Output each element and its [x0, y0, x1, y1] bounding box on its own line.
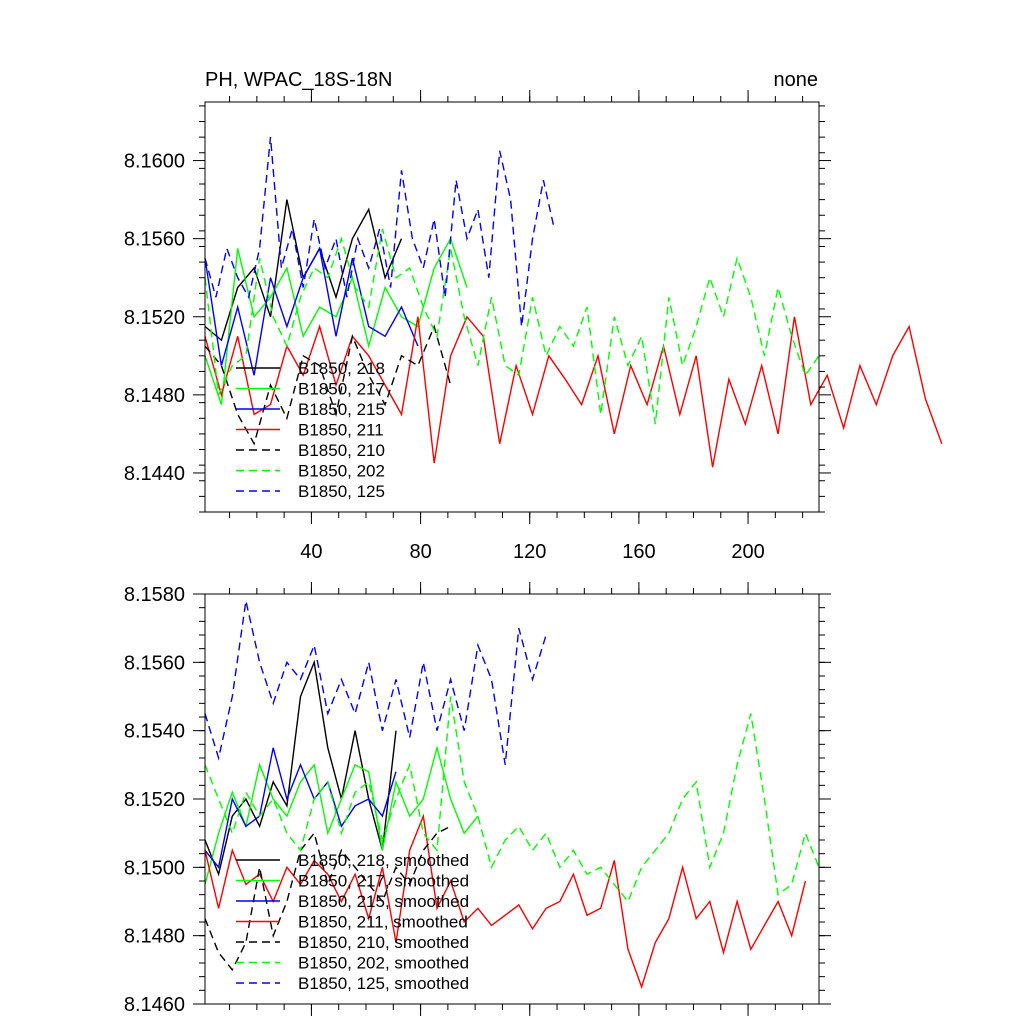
series-line-dashed-125 [204, 600, 547, 765]
x-tick-label: 40 [300, 541, 322, 563]
series-line-solid-215 [204, 246, 419, 376]
y-tick-label: 8.1520 [124, 789, 185, 811]
bottom-panel: 8.1460 8.1480 8.1500 8.1520 8.1540 8.1560 8.15… [124, 582, 831, 1016]
y-tick-label: 8.1580 [124, 584, 185, 606]
x-tick-label: 200 [731, 541, 764, 563]
legend-label: B1850, 202, smoothed [298, 954, 469, 973]
legend-label: B1850, 125 [298, 482, 385, 501]
x-tick-label: 80 [409, 541, 431, 563]
series-line-solid-211 [204, 813, 807, 990]
series-line-solid-218 [204, 659, 397, 877]
y-tick-label: 8.1440 [124, 463, 185, 485]
legend-label: B1850, 218 [298, 359, 385, 378]
top-title-left: PH, WPAC_18S-18N [205, 69, 392, 91]
x-tick-label: 120 [513, 541, 546, 563]
y-tick-label: 8.1520 [124, 307, 185, 329]
y-tick-label: 8.1560 [124, 652, 185, 674]
series-line-solid-217 [204, 745, 479, 885]
legend-label: B1850, 215, smoothed [298, 892, 469, 911]
top-title-right: none [774, 69, 819, 91]
series-line-dashed-125 [204, 137, 555, 327]
legend-label: B1850, 218, smoothed [298, 851, 469, 870]
y-tick-label: 8.1480 [124, 926, 185, 948]
legend-label: B1850, 211, smoothed [298, 913, 468, 932]
bottom-legend: B1850, 218, smoothed B1850, 217, smoothed… [236, 851, 469, 993]
bottom-axes: 8.1460 8.1480 8.1500 8.1520 8.1540 8.1560 8.15… [124, 582, 831, 1016]
legend-label: B1850, 210, smoothed [298, 933, 469, 952]
legend-label: B1850, 217 [298, 380, 385, 399]
legend-label: B1850, 211 [298, 421, 384, 440]
legend-label: B1850, 215 [298, 400, 385, 419]
top-axes: 8.1440 8.1480 8.1520 8.1560 8.1600 40 80 120 160… [124, 90, 831, 563]
legend-label: B1850, 202 [298, 462, 385, 481]
top-panel: PH, WPAC_18S-18N none 8.1440 8.1480 8.1520… [124, 69, 943, 563]
y-tick-label: 8.1540 [124, 721, 185, 743]
bottom-plot-frame [204, 593, 820, 1005]
legend-label: B1850, 125, smoothed [298, 974, 469, 993]
y-tick-label: 8.1500 [124, 857, 185, 879]
bottom-series-group [204, 600, 820, 990]
top-plot-frame [204, 101, 820, 513]
x-tick-label: 160 [622, 541, 655, 563]
y-tick-label: 8.1460 [124, 994, 185, 1016]
series-line-solid-215 [204, 747, 397, 869]
y-tick-label: 8.1480 [124, 385, 185, 407]
y-tick-label: 8.1600 [124, 151, 185, 173]
legend-label: B1850, 217, smoothed [298, 872, 469, 891]
series-line-dashed-210 [204, 825, 451, 972]
y-tick-label: 8.1560 [124, 229, 185, 251]
legend-label: B1850, 210 [298, 441, 385, 460]
series-line-dashed-202 [204, 228, 820, 425]
series-line-dashed-202 [204, 696, 820, 903]
